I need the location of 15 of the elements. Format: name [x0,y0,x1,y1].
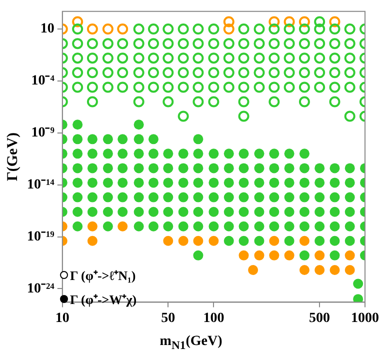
x-tick-label: 500 [308,311,330,326]
annotation: Γ (φ⁺->ℓ⁺N₁) [70,267,136,284]
y-tick-label: 10 [40,22,54,37]
y-tick-label: 10⁻¹⁴ [26,177,56,192]
annotation: Γ (φ⁺->W⁺χ) [70,291,137,308]
y-tick-label: 10⁻⁹ [31,126,54,141]
x-tick-label: 100 [203,311,224,326]
y-axis-title: Γ(GeV) [4,132,21,182]
y-tick-label: 10⁻²⁴ [26,281,56,296]
y-tick-label: 10⁻¹⁹ [26,229,54,244]
y-tick-label: 10⁻⁴ [31,74,56,89]
x-axis-title: m$_{N1}$(GeV) [158,334,224,352]
x-tick-label: 1000 [351,311,379,326]
x-tick-label: 50 [161,311,176,326]
x-tick-label: 10 [55,311,70,326]
